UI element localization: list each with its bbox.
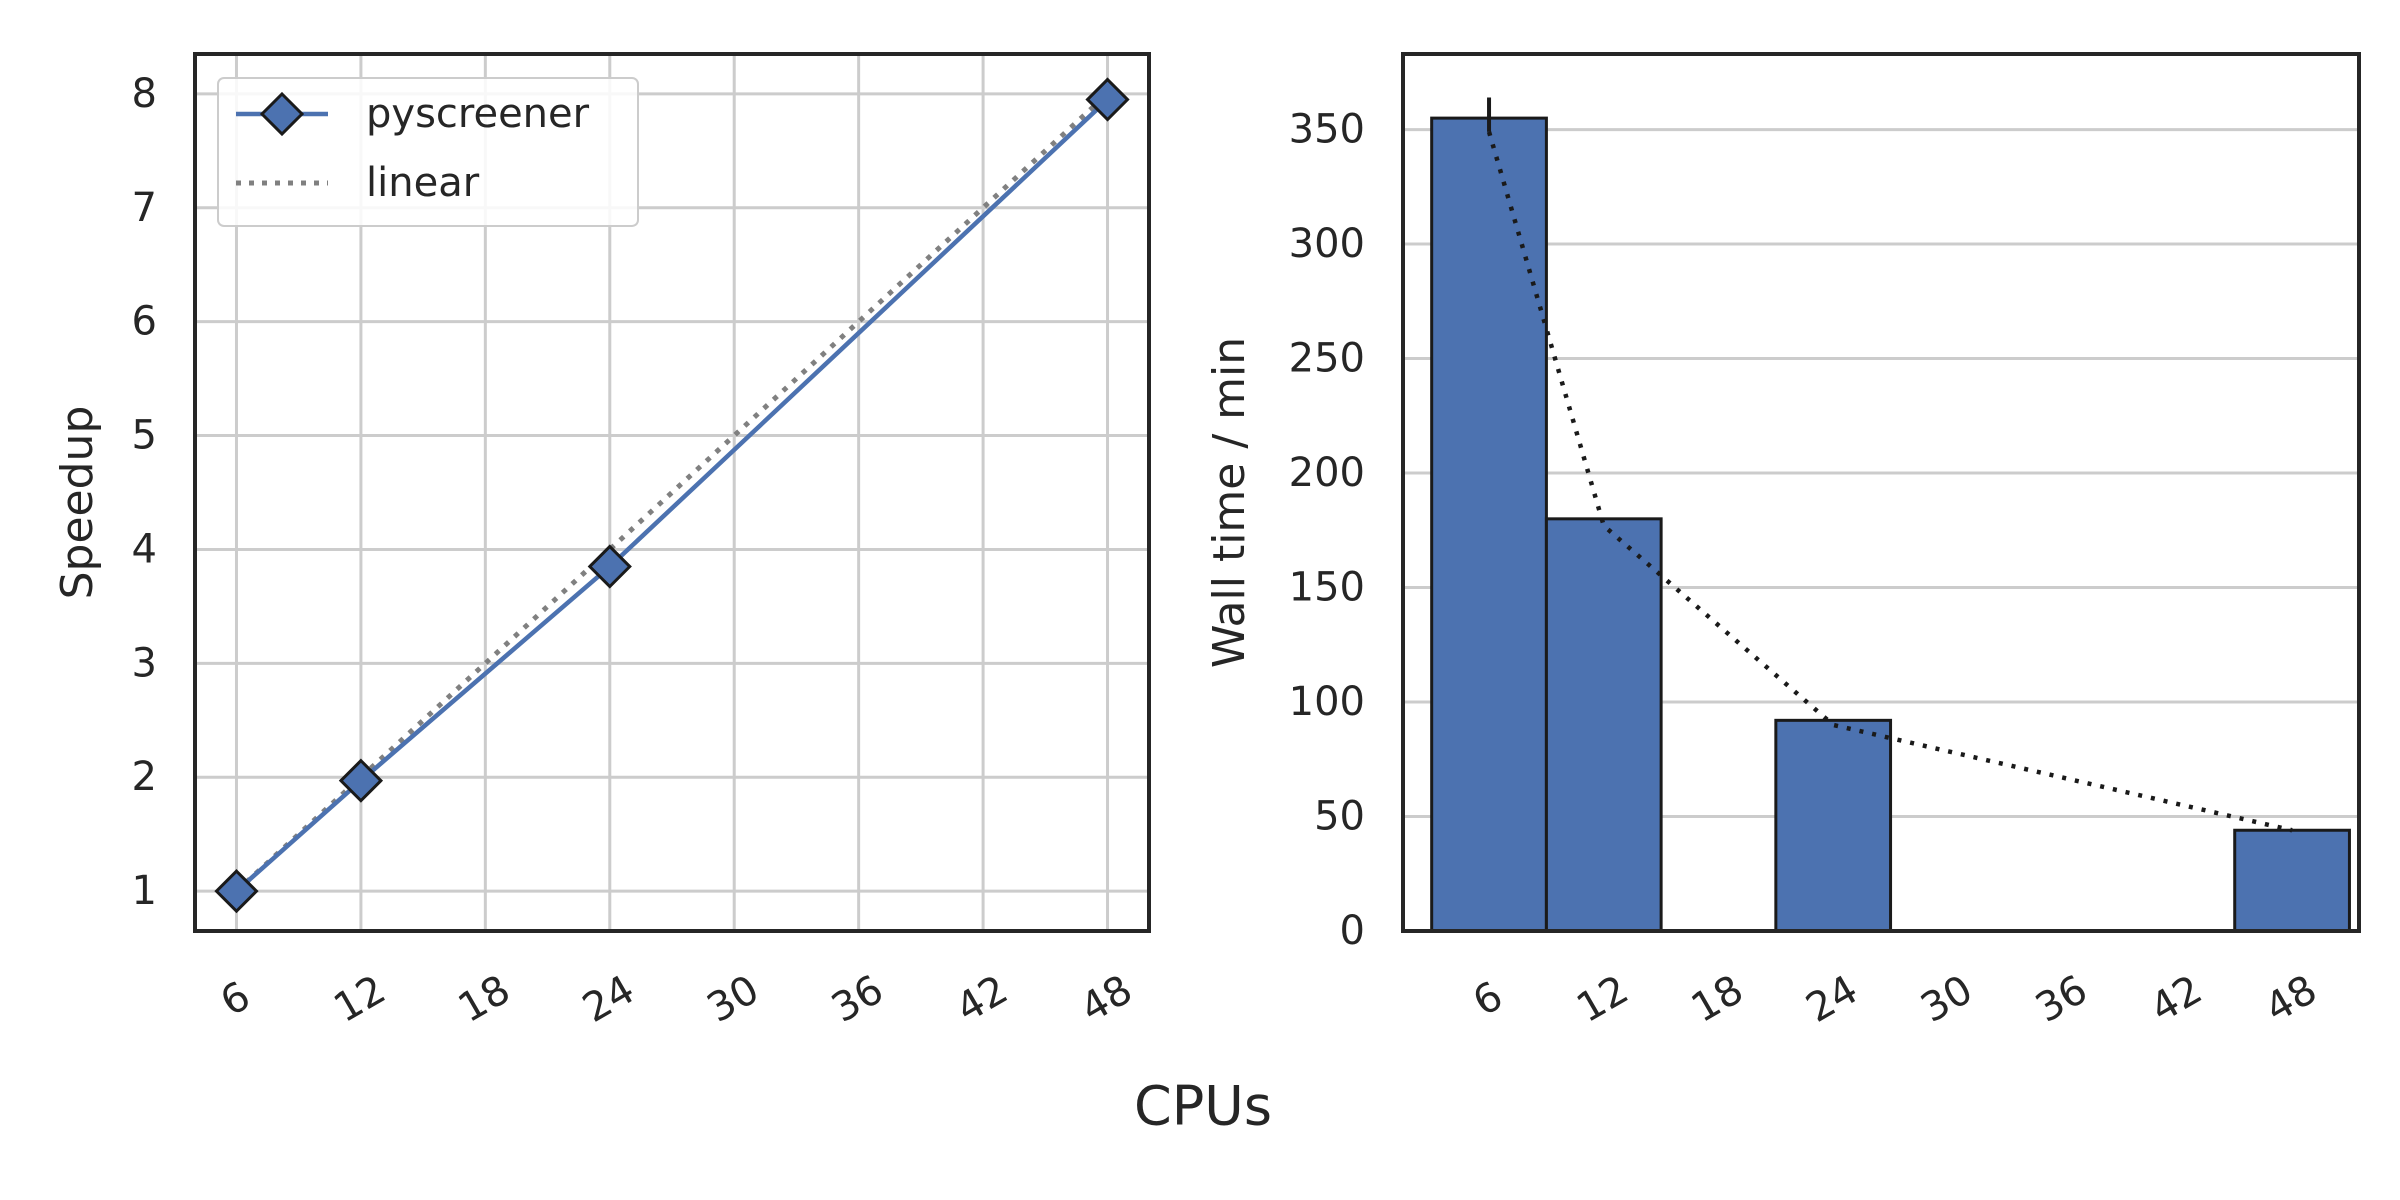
data-point-pyscreener xyxy=(214,869,259,914)
data-point-pyscreener xyxy=(587,544,632,589)
x-tick-label: 30 xyxy=(1913,967,1980,1032)
data-point-pyscreener xyxy=(338,758,384,803)
x-tick-label: 36 xyxy=(2028,967,2095,1032)
walltime-x-tick-labels: 6 12 18 24 30 36 42 48 xyxy=(1466,967,2325,1032)
x-tick-label: 24 xyxy=(575,967,642,1032)
x-tick-label: 18 xyxy=(1684,967,1751,1032)
y-tick-label: 100 xyxy=(1289,679,1365,725)
y-tick-label: 3 xyxy=(132,640,157,686)
speedup-axes-frame xyxy=(193,52,1151,933)
legend-label-pyscreener: pyscreener xyxy=(366,91,590,137)
bar xyxy=(1544,517,1663,933)
x-tick-label: 42 xyxy=(2143,967,2210,1032)
y-tick-label: 350 xyxy=(1289,107,1365,153)
walltime-trend xyxy=(1486,97,2293,833)
shared-x-axis-label: CPUs xyxy=(1134,1075,1272,1138)
speedup-y-tick-labels: 1 2 3 4 5 6 7 8 xyxy=(132,71,157,914)
bar xyxy=(1774,718,1893,933)
x-tick-label: 6 xyxy=(1466,973,1511,1026)
x-tick-label: 42 xyxy=(949,967,1016,1032)
y-tick-label: 50 xyxy=(1314,794,1365,840)
y-tick-label: 7 xyxy=(132,185,157,231)
x-tick-label: 6 xyxy=(213,973,258,1026)
walltime-bars xyxy=(1430,116,2351,933)
x-tick-label: 12 xyxy=(326,967,393,1032)
legend-marker-pyscreener xyxy=(259,91,305,137)
x-tick-label: 36 xyxy=(824,967,891,1032)
y-tick-label: 5 xyxy=(132,413,157,459)
x-tick-label: 24 xyxy=(1799,967,1866,1032)
walltime-axes-frame xyxy=(1401,52,2361,933)
walltime-y-tick-labels: 0 50 100 150 200 250 300 350 xyxy=(1289,107,1365,954)
y-tick-label: 6 xyxy=(132,299,157,345)
speedup-lines xyxy=(214,77,1130,914)
walltime-subplot: 6 12 18 24 30 36 42 48 0 50 100 150 200 250 300 350 Wa… xyxy=(1204,52,2361,1032)
y-tick-label: 200 xyxy=(1289,450,1365,496)
speedup-y-axis-label: Speedup xyxy=(52,406,103,600)
y-tick-label: 250 xyxy=(1289,336,1365,382)
y-tick-label: 300 xyxy=(1289,221,1365,267)
data-point-pyscreener xyxy=(1085,77,1130,122)
y-tick-label: 2 xyxy=(132,754,157,800)
y-tick-label: 4 xyxy=(132,526,157,572)
x-tick-label: 30 xyxy=(700,967,767,1032)
y-tick-label: 8 xyxy=(132,71,157,117)
walltime-y-axis-label: Wall time / min xyxy=(1204,337,1255,668)
x-tick-label: 48 xyxy=(2258,967,2325,1032)
y-tick-label: 1 xyxy=(132,868,157,914)
x-tick-label: 12 xyxy=(1569,967,1636,1032)
speedup-grid xyxy=(195,54,1149,931)
trend-line xyxy=(1486,131,2293,833)
bar xyxy=(1430,116,1548,933)
series-line-pyscreener xyxy=(234,97,1110,893)
speedup-legend: pyscreener linear xyxy=(217,77,639,227)
bar xyxy=(2233,828,2351,933)
x-tick-label: 48 xyxy=(1073,967,1140,1032)
y-tick-label: 0 xyxy=(1340,908,1365,954)
x-tick-label: 18 xyxy=(451,967,518,1032)
legend-label-linear: linear xyxy=(366,160,480,206)
y-tick-label: 150 xyxy=(1289,565,1365,611)
speedup-x-tick-labels: 6 12 18 24 30 36 42 48 xyxy=(213,967,1140,1032)
